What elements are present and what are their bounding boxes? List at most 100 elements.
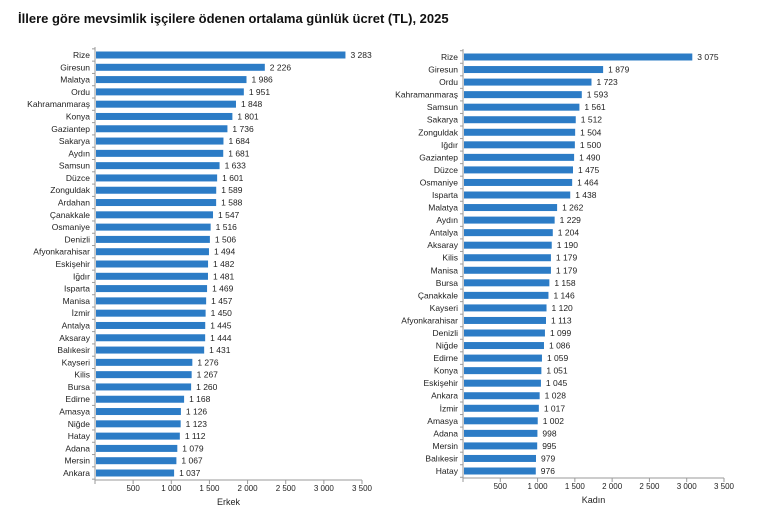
bar [464,103,580,111]
category-label: Amasya [59,407,90,417]
bar [464,392,540,400]
category-label: Konya [66,111,90,121]
value-label: 1 588 [221,198,243,208]
category-label: Rize [73,50,90,60]
bar [96,285,208,293]
value-label: 1 516 [216,222,238,232]
category-label: Konya [434,366,458,376]
x-tick-label: 2 000 [238,484,259,493]
category-label: Amasya [427,416,458,426]
bar [96,112,233,120]
value-label: 1 986 [252,75,274,85]
category-label: Kilis [442,253,458,263]
value-label: 1 504 [580,127,602,137]
bar [464,216,555,224]
bar [464,354,542,362]
category-label: Ankara [63,468,90,478]
bar [464,166,573,174]
x-tick-label: 1 000 [161,484,182,493]
bar [96,334,206,342]
category-label: Manisa [63,296,91,306]
value-label: 998 [542,428,556,438]
bar [96,346,205,354]
category-label: Iğdır [73,271,90,281]
bar [464,66,604,74]
category-label: Hatay [436,466,459,476]
category-label: Malatya [60,75,90,85]
bar [96,235,210,243]
bar [96,321,206,329]
category-label: Ardahan [58,198,90,208]
value-label: 1 801 [237,111,259,121]
bar [464,241,552,249]
value-label: 1 879 [608,65,630,75]
bar [96,395,185,403]
x-tick-label: 500 [494,482,508,491]
category-label: Zonguldak [418,127,458,137]
bar [96,420,181,428]
category-label: Osmaniye [420,177,459,187]
value-label: 1 120 [552,303,574,313]
value-label: 1 512 [581,115,603,125]
bar [464,91,582,99]
bar [96,174,218,182]
value-label: 1 684 [228,136,250,146]
bar [464,191,571,199]
category-label: Osmaniye [52,222,91,232]
value-label: 995 [542,441,556,451]
category-label: Düzce [434,165,458,175]
category-label: Afyonkarahisar [33,247,90,257]
bar [96,297,207,305]
bar [96,248,209,256]
value-label: 1 481 [213,271,235,281]
value-label: 1 475 [578,165,600,175]
value-label: 1 547 [218,210,240,220]
bar [96,76,247,84]
x-tick-label: 2 500 [276,484,297,493]
bar [464,128,576,136]
category-label: Düzce [66,173,90,183]
x-tick-label: 3 000 [677,482,698,491]
x-tick-label: 2 500 [639,482,660,491]
value-label: 1 445 [210,320,232,330]
value-label: 1 123 [186,419,208,429]
x-tick-label: 1 500 [199,484,220,493]
value-label: 1 267 [197,370,219,380]
x-tick-label: 3 500 [352,484,373,493]
x-axis-label: Erkek [217,497,241,507]
bar [464,78,592,86]
value-label: 1 059 [547,353,569,363]
bar [96,432,180,440]
category-label: Kahramanmaraş [27,99,90,109]
category-label: Aydın [68,148,90,158]
value-label: 1 179 [556,253,578,263]
category-label: Denizli [64,234,90,244]
value-label: 1 506 [215,234,237,244]
value-label: 1 500 [580,140,602,150]
category-label: Çanakkale [418,290,458,300]
category-label: Zonguldak [50,185,90,195]
x-tick-label: 3 500 [714,482,735,491]
value-label: 1 262 [562,203,584,213]
x-tick-label: 2 000 [602,482,623,491]
bar [96,88,244,96]
bar [464,316,546,324]
value-label: 1 593 [587,90,609,100]
category-label: Giresun [60,62,90,72]
bar [464,417,538,425]
category-label: Sakarya [427,115,458,125]
value-label: 1 190 [557,240,579,250]
value-label: 1 276 [197,357,219,367]
category-label: Bursa [436,278,458,288]
bar [96,51,346,59]
x-axis-label: Kadın [582,495,606,505]
value-label: 1 158 [554,278,576,288]
bar [96,211,214,219]
value-label: 1 079 [182,443,204,453]
category-label: Samsun [427,102,458,112]
value-label: 1 126 [186,407,208,417]
value-label: 1 450 [211,308,233,318]
value-label: 1 045 [546,378,568,388]
